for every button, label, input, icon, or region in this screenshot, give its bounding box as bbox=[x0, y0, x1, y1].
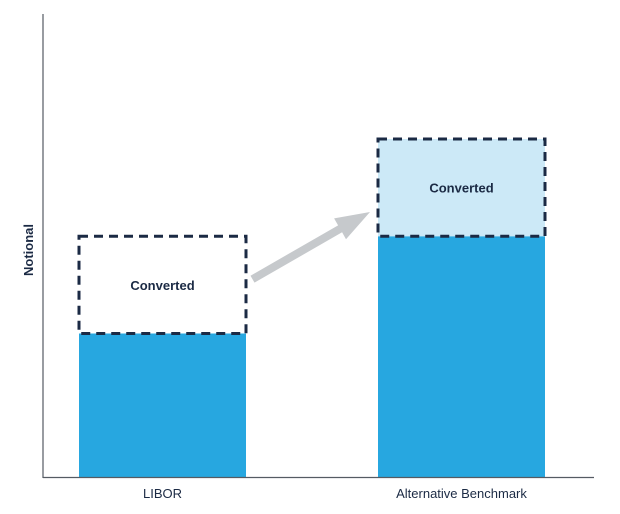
conversion-arrow-icon bbox=[250, 212, 370, 283]
bar-converted-outline-1 bbox=[376, 137, 547, 238]
bar-converted-fill-0 bbox=[79, 236, 246, 334]
converted-label-1: Converted bbox=[429, 181, 493, 196]
bars-layer bbox=[77, 137, 547, 477]
bar-base-1 bbox=[378, 236, 545, 477]
x-tick-label-1: Alternative Benchmark bbox=[396, 486, 527, 501]
bar-converted-fill-1 bbox=[378, 139, 545, 237]
bar-converted-outline-0 bbox=[77, 234, 248, 335]
converted-label-0: Converted bbox=[130, 278, 194, 293]
y-axis-label: Notional bbox=[21, 224, 36, 276]
bar-base-0 bbox=[79, 333, 246, 477]
x-tick-label-0: LIBOR bbox=[143, 486, 182, 501]
labels-layer: Converted LIBOR Converted Alternative Bench… bbox=[130, 181, 527, 501]
